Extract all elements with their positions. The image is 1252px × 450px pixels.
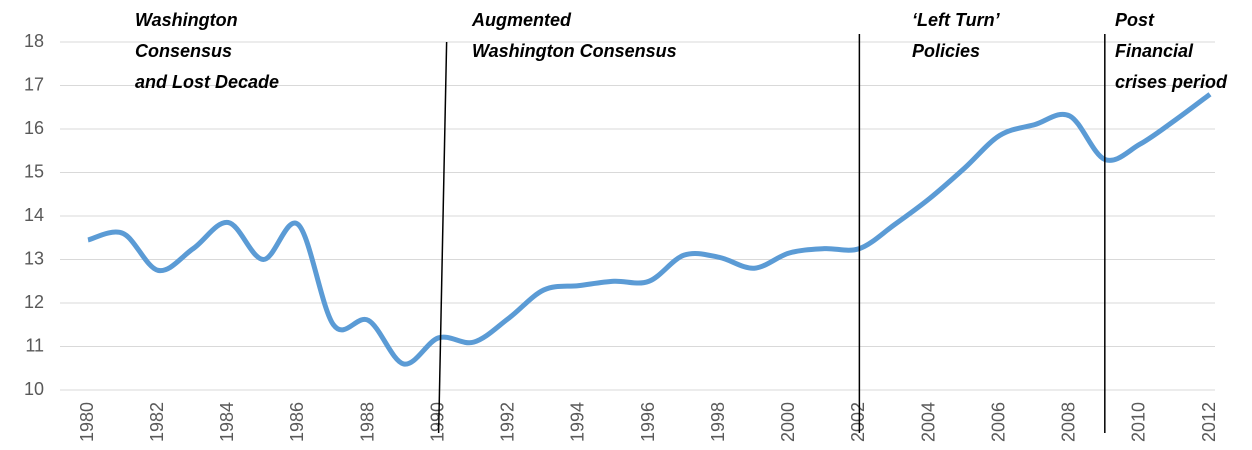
x-tick-label: 2002 [848, 402, 868, 442]
x-tick-label: 2012 [1199, 402, 1219, 442]
x-tick-label: 2000 [778, 402, 798, 442]
y-tick-label: 13 [24, 248, 44, 268]
x-tick-label: 1990 [427, 402, 447, 442]
y-tick-label: 10 [24, 379, 44, 399]
x-tick-label: 2010 [1129, 402, 1149, 442]
annotation-text: ‘Left Turn’ [912, 10, 1001, 30]
x-tick-label: 2004 [918, 402, 938, 442]
annotation-text: Post [1115, 10, 1155, 30]
x-tick-label: 1988 [357, 402, 377, 442]
annotation-text: Financial [1115, 41, 1194, 61]
x-tick-label: 1994 [568, 402, 588, 442]
x-tick-label: 1986 [287, 402, 307, 442]
x-tick-label: 1998 [708, 402, 728, 442]
x-tick-label: 1996 [638, 402, 658, 442]
annotation-text: Consensus [135, 41, 232, 61]
x-tick-label: 1984 [217, 402, 237, 442]
x-tick-label: 2006 [988, 402, 1008, 442]
annotation-text: Augmented [471, 10, 572, 30]
data-line [87, 92, 1212, 367]
annotation-text: Washington Consensus [472, 41, 677, 61]
x-tick-label: 1982 [147, 402, 167, 442]
annotation-text: crises period [1115, 72, 1228, 92]
x-tick-label: 1980 [77, 402, 97, 442]
x-tick-label: 1992 [498, 402, 518, 442]
y-tick-label: 12 [24, 292, 44, 312]
annotation-text: Policies [912, 41, 980, 61]
y-tick-label: 11 [25, 335, 44, 355]
period-divider [437, 41, 448, 434]
y-tick-label: 17 [24, 74, 44, 94]
x-tick-label: 2008 [1059, 402, 1079, 442]
y-tick-label: 16 [24, 118, 44, 138]
annotation-text: Washington [135, 10, 238, 30]
y-tick-label: 18 [24, 31, 44, 51]
y-tick-label: 15 [24, 161, 44, 181]
annotation-text: and Lost Decade [135, 72, 279, 92]
y-tick-label: 14 [24, 205, 44, 225]
